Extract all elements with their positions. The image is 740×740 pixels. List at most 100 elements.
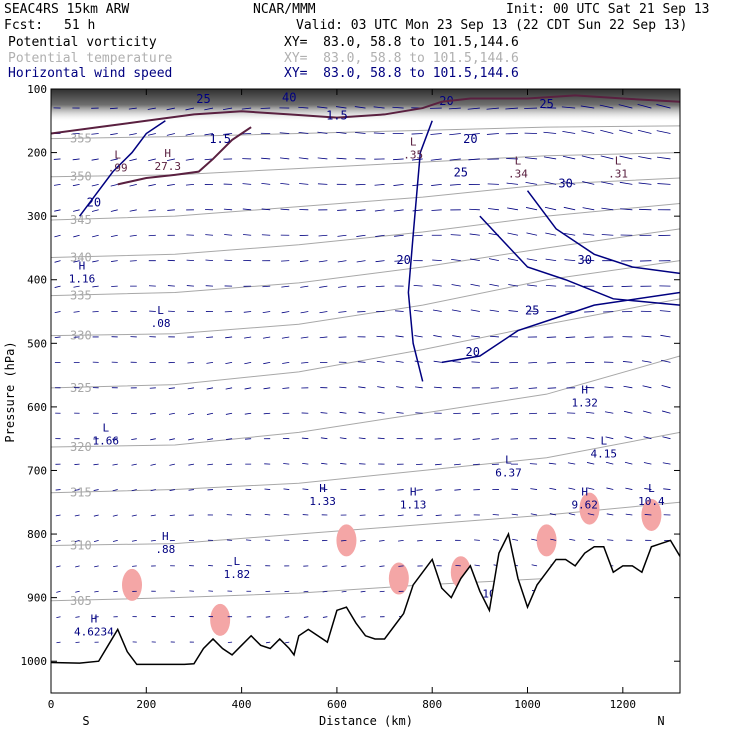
wind-arrow <box>373 106 385 109</box>
wind-arrow <box>470 283 480 287</box>
wind-arrow <box>73 260 80 263</box>
field-theta-xy: XY= 83.0, 58.8 to 101.5,144.6 <box>284 51 519 66</box>
wind-arrow <box>397 489 404 491</box>
field-wind-name: Horizontal wind speed <box>8 66 173 81</box>
theta-contour <box>51 431 680 494</box>
wind-arrow <box>223 107 233 110</box>
wind-arrow <box>204 133 214 136</box>
wind-arrow <box>599 104 614 109</box>
wind-arrow <box>299 260 309 262</box>
terrain-line <box>51 531 680 666</box>
wind-arrow <box>544 181 557 185</box>
field-wind-xy: XY= 83.0, 58.8 to 101.5,144.6 <box>284 66 519 81</box>
wind-arrow <box>582 233 595 236</box>
wind-arrow <box>298 157 309 160</box>
wind-arrow <box>451 284 461 287</box>
wind-arrow <box>301 361 309 364</box>
y-tick-label: 500 <box>27 337 47 350</box>
wind-arrow <box>93 489 99 491</box>
extremum-value: .88 <box>155 543 175 556</box>
extremum-value: 6.37 <box>495 466 522 479</box>
wind-arrow <box>433 386 442 389</box>
wind-arrow <box>188 438 195 441</box>
wind-arrow <box>322 616 328 618</box>
extremum-type: L <box>234 555 241 568</box>
wind-arrow <box>244 438 252 440</box>
extremum-type: H <box>319 482 326 495</box>
pv-contour-1p5 <box>51 94 680 135</box>
wind-arrow <box>549 487 557 490</box>
theta-contour <box>51 177 680 221</box>
wind-arrow <box>110 234 118 237</box>
wind-arrow <box>508 310 519 312</box>
wind-arrow <box>205 234 214 236</box>
wind-arrow <box>588 539 595 541</box>
wind-arrow <box>581 155 595 160</box>
plot-frame <box>50 88 681 694</box>
wind-arrow <box>73 311 80 313</box>
wind-arrow <box>360 540 366 542</box>
wind-arrow <box>392 106 404 109</box>
wind-arrow <box>356 260 366 263</box>
wind-arrow <box>338 285 347 288</box>
extremum-value: 4.15 <box>591 447 618 460</box>
wind-arrow <box>468 133 480 136</box>
wind-arrow <box>604 386 614 389</box>
extremum-type: H <box>79 260 86 273</box>
wind-arrow <box>624 436 633 440</box>
wind-arrow <box>148 209 156 212</box>
wind-arrow <box>318 234 328 237</box>
fcst-value: 51 h <box>64 18 96 33</box>
wind-arrow <box>302 488 309 490</box>
wind-arrow <box>94 590 99 593</box>
wind-arrow <box>622 361 633 363</box>
wind-arrow <box>186 259 194 262</box>
wind-arrow <box>93 540 99 542</box>
wind-arrow <box>567 437 576 440</box>
wind-arrow <box>262 336 271 339</box>
theta-contour <box>51 202 680 258</box>
wind-arrow <box>393 158 404 161</box>
extremum-type: H <box>91 612 98 625</box>
wind-arrow <box>241 107 252 110</box>
wind-speed-label: 20 <box>463 132 477 146</box>
extremum-type: H <box>581 384 588 397</box>
wind-arrow <box>581 130 595 134</box>
wind-arrow <box>545 258 557 262</box>
wind-arrow <box>377 386 385 389</box>
y-tick-label: 100 <box>27 83 47 96</box>
wind-arrow <box>129 183 137 187</box>
wind-arrow <box>374 209 385 212</box>
wind-arrow <box>73 234 80 238</box>
theta-contour <box>51 298 680 389</box>
wind-arrow <box>223 208 233 211</box>
wind-arrow <box>224 259 233 262</box>
wind-speed-contour <box>526 190 680 275</box>
wind-arrow <box>491 412 499 415</box>
wind-arrow <box>91 133 99 135</box>
y-tick-label: 600 <box>27 401 47 414</box>
wind-arrow <box>605 461 614 465</box>
wind-arrow <box>301 437 309 440</box>
wind-arrow <box>112 463 118 466</box>
wind-arrow <box>394 260 404 262</box>
wind-arrow <box>264 488 271 490</box>
wind-arrow <box>600 155 614 160</box>
wind-arrow <box>430 158 442 161</box>
wind-arrow <box>225 361 233 364</box>
wind-arrow <box>505 107 519 110</box>
wind-arrow <box>509 387 519 389</box>
wind-arrow <box>75 565 80 568</box>
wind-arrow <box>360 590 366 593</box>
wind-arrow <box>506 182 519 185</box>
wind-arrow <box>226 438 233 440</box>
wind-arrow <box>283 514 290 516</box>
wind-arrow <box>471 335 480 338</box>
wind-arrow <box>149 412 156 415</box>
theta-contour-label: 350 <box>70 170 92 184</box>
wind-arrow <box>336 157 347 160</box>
extremum-type: L <box>515 155 522 168</box>
wind-arrow <box>147 107 156 110</box>
wind-arrow <box>166 158 175 161</box>
wind-arrow <box>564 232 576 236</box>
